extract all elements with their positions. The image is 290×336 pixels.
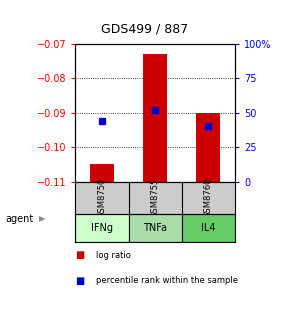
- Text: ■: ■: [75, 276, 85, 286]
- Bar: [128, 214, 182, 242]
- Text: GSM8755: GSM8755: [151, 178, 160, 218]
- Text: ■: ■: [75, 250, 85, 260]
- Text: agent: agent: [6, 213, 34, 223]
- Text: GSM8760: GSM8760: [204, 178, 213, 218]
- Text: GSM8750: GSM8750: [97, 178, 106, 218]
- Bar: [182, 214, 235, 242]
- Bar: [90, 164, 114, 182]
- Text: percentile rank within the sample: percentile rank within the sample: [96, 276, 238, 285]
- Text: IFNg: IFNg: [91, 223, 113, 233]
- Text: TNFa: TNFa: [143, 223, 167, 233]
- Text: IL4: IL4: [201, 223, 215, 233]
- Text: log ratio: log ratio: [96, 251, 130, 260]
- Bar: [143, 54, 167, 182]
- Bar: [196, 113, 220, 182]
- Text: ▶: ▶: [39, 214, 45, 223]
- Text: GDS499 / 887: GDS499 / 887: [102, 22, 188, 35]
- Bar: [75, 214, 128, 242]
